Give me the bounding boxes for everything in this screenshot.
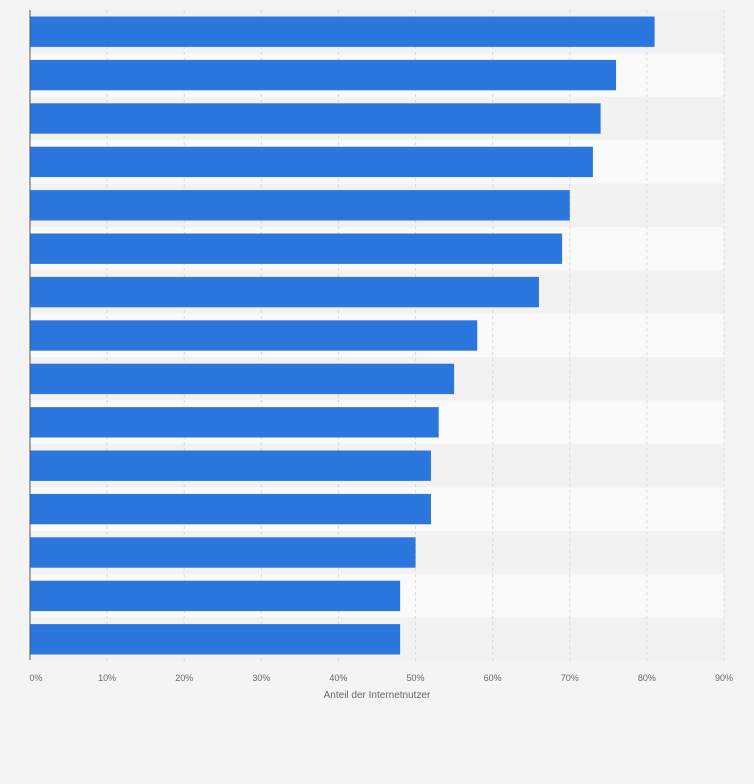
x-tick-label: 30%	[252, 673, 270, 683]
bar[interactable]	[30, 320, 478, 351]
bar[interactable]	[30, 233, 563, 264]
x-tick-labels: 0% 10% 20% 30% 40% 50% 60% 70% 80% 90%	[29, 673, 733, 683]
x-tick-label: 80%	[638, 673, 656, 683]
bar[interactable]	[30, 363, 455, 395]
x-tick-label: 0%	[29, 673, 42, 683]
bar[interactable]	[30, 407, 439, 438]
bar[interactable]	[30, 103, 601, 134]
x-tick-label: 60%	[484, 673, 502, 683]
bar[interactable]	[30, 146, 593, 178]
x-tick-label: 50%	[407, 673, 425, 683]
bar[interactable]	[30, 624, 401, 655]
bar[interactable]	[30, 537, 416, 568]
bar[interactable]	[30, 16, 655, 47]
x-tick-label: 40%	[329, 673, 347, 683]
bar[interactable]	[30, 59, 617, 91]
bar[interactable]	[30, 493, 431, 525]
bar[interactable]	[30, 276, 539, 308]
bar[interactable]	[30, 450, 431, 481]
x-tick-label: 10%	[98, 673, 116, 683]
x-tick-label: 20%	[175, 673, 193, 683]
bar[interactable]	[30, 580, 401, 612]
x-tick-label: 90%	[715, 673, 733, 683]
x-axis-title: Anteil der Internetnutzer	[324, 690, 431, 701]
x-tick-label: 70%	[561, 673, 579, 683]
bar[interactable]	[30, 190, 570, 221]
bars	[30, 16, 655, 655]
